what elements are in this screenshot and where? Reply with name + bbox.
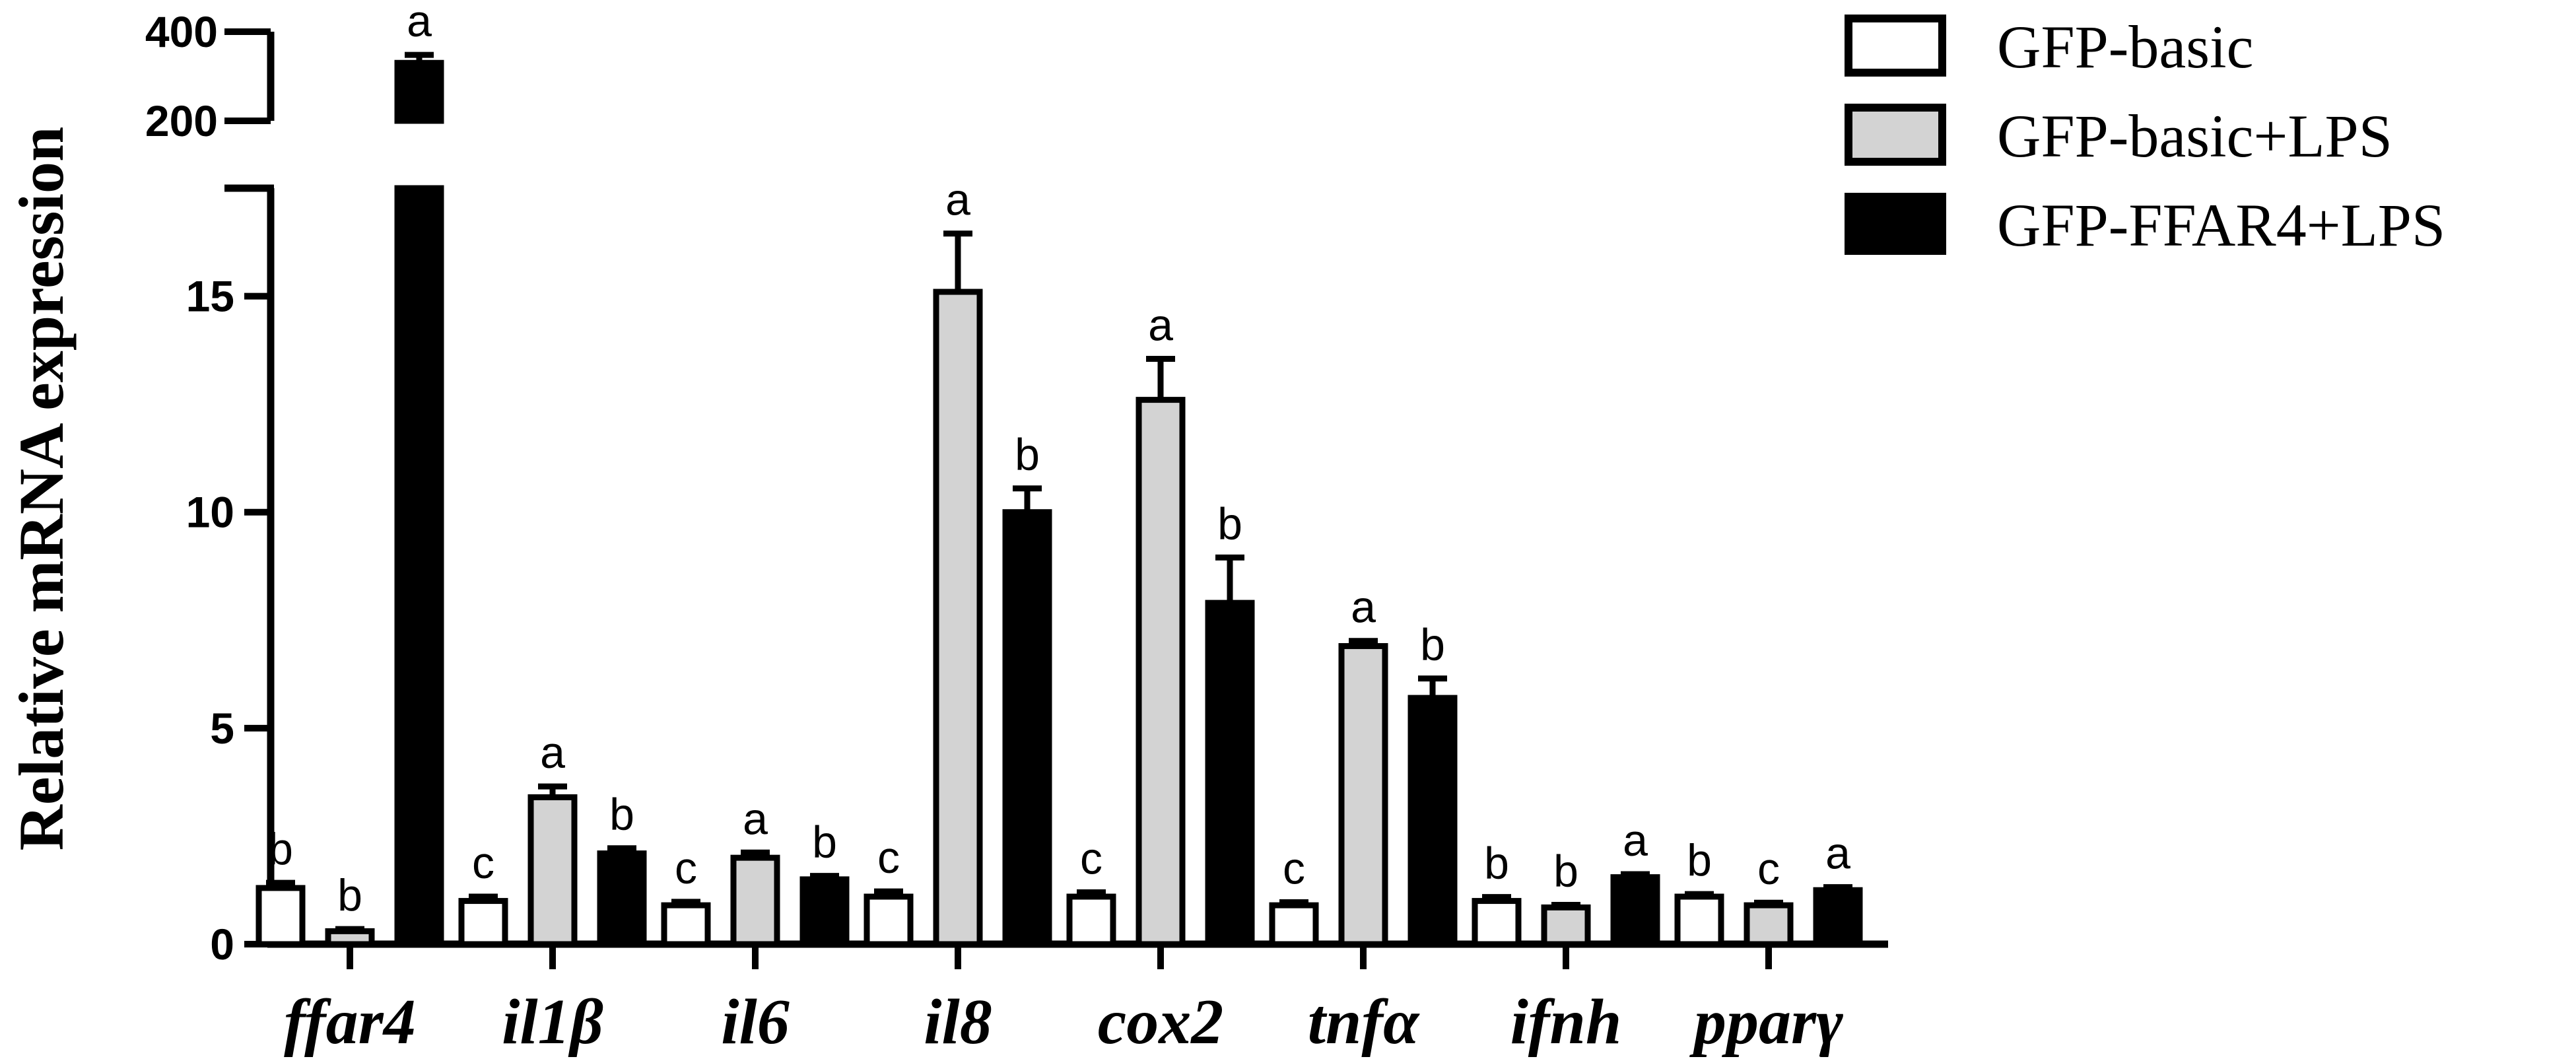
significance-letter: b (1015, 430, 1040, 480)
bar (1813, 887, 1863, 947)
significance-letter: c (675, 843, 697, 893)
y-tick-label: 400 (145, 7, 218, 56)
bar (325, 928, 375, 947)
bar (394, 59, 444, 124)
bar (933, 289, 983, 947)
significance-letter: a (540, 728, 565, 778)
y-tick-label: 0 (210, 920, 234, 969)
category-labels: ffar4 il1β il6 il8 cox2 tnfα ifnh pparγ (284, 986, 1843, 1058)
significance-letter: a (1351, 582, 1376, 633)
bar (1472, 898, 1522, 947)
significance-letter: b (1420, 620, 1445, 670)
bar (1541, 904, 1591, 947)
category-label: tnfα (1308, 986, 1420, 1058)
significance-letter: c (472, 838, 494, 888)
category-label: ifnh (1510, 986, 1622, 1058)
significance-letter: b (337, 870, 362, 920)
bar (255, 885, 306, 947)
bar (1002, 509, 1052, 947)
significance-letter: c (1080, 833, 1102, 883)
y-tick-label: 10 (186, 488, 234, 537)
legend-swatch (1845, 15, 1946, 77)
significance-letter: a (1148, 300, 1173, 350)
significance-letter: a (1623, 815, 1648, 866)
bar (394, 185, 444, 947)
legend-swatch (1845, 104, 1946, 166)
bar (597, 850, 647, 947)
bar (730, 854, 780, 947)
category-label: il1β (502, 986, 603, 1058)
bar (1744, 902, 1794, 947)
bar (1610, 874, 1660, 947)
bar (1066, 893, 1116, 947)
y-axis-label: Relative mRNA expression (6, 127, 77, 851)
significance-letter: b (1217, 498, 1242, 549)
significance-letter: a (407, 0, 432, 46)
legend-label: GFP-FFAR4+LPS (1997, 191, 2445, 259)
bar (1674, 893, 1724, 947)
bar (1135, 397, 1186, 947)
significance-letter: b (268, 824, 293, 874)
legend-swatch (1845, 193, 1946, 255)
category-label: il8 (924, 986, 992, 1058)
significance-letter: a (743, 794, 768, 844)
bar (458, 898, 508, 947)
legend: GFP-basic GFP-basic+LPS GFP-FFAR4+LPS (1845, 13, 2445, 259)
significance-letter: c (1757, 844, 1780, 894)
category-label: pparγ (1689, 986, 1843, 1058)
bar (1205, 600, 1255, 947)
significance-letter: c (877, 833, 900, 883)
bar (527, 794, 578, 947)
bar (1338, 643, 1388, 947)
category-label: cox2 (1098, 986, 1224, 1058)
bar (661, 902, 711, 947)
bar (1269, 902, 1319, 947)
significance-letter: c (1283, 844, 1305, 894)
legend-label: GFP-basic (1997, 13, 2253, 81)
significance-letter: b (1553, 846, 1578, 896)
significance-letter: b (1687, 835, 1712, 885)
category-label: il6 (721, 986, 789, 1058)
bar (1407, 695, 1458, 947)
significance-letter: a (1825, 829, 1850, 879)
significance-letter: b (1484, 839, 1509, 889)
bar (799, 876, 850, 947)
y-tick-label: 15 (186, 272, 234, 321)
category-label: ffar4 (284, 986, 416, 1058)
legend-label: GFP-basic+LPS (1997, 102, 2392, 170)
y-tick-label: 5 (210, 704, 234, 753)
y-tick-label: 200 (145, 96, 218, 145)
significance-letter: b (609, 790, 634, 840)
significance-letter: a (945, 175, 970, 225)
significance-letter: b (812, 817, 837, 868)
bar (864, 893, 914, 947)
